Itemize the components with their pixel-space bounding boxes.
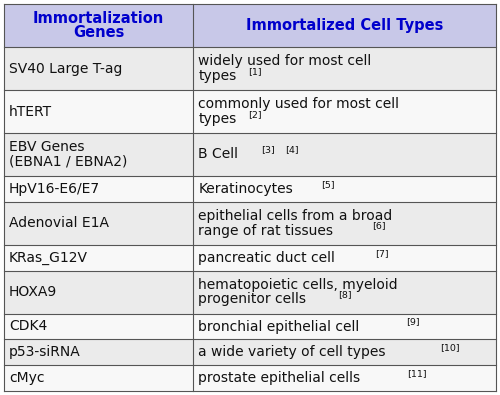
Bar bbox=[4, 365, 194, 391]
Text: widely used for most cell: widely used for most cell bbox=[198, 54, 372, 68]
Bar bbox=[194, 202, 496, 245]
Text: commonly used for most cell: commonly used for most cell bbox=[198, 97, 400, 111]
Text: CDK4: CDK4 bbox=[9, 320, 47, 333]
Text: [6]: [6] bbox=[372, 222, 386, 231]
Text: range of rat tissues: range of rat tissues bbox=[198, 224, 334, 238]
Text: EBV Genes: EBV Genes bbox=[9, 140, 85, 154]
Bar bbox=[194, 90, 496, 133]
Bar bbox=[194, 271, 496, 314]
Bar bbox=[194, 47, 496, 90]
Text: Genes: Genes bbox=[73, 25, 124, 40]
Text: Adenovial E1A: Adenovial E1A bbox=[9, 216, 109, 230]
Bar bbox=[4, 133, 194, 176]
Text: SV40 Large T-ag: SV40 Large T-ag bbox=[9, 62, 122, 75]
Text: cMyc: cMyc bbox=[9, 371, 44, 385]
Bar bbox=[194, 314, 496, 339]
Bar bbox=[4, 90, 194, 133]
Text: [2]: [2] bbox=[248, 110, 262, 119]
Text: [10]: [10] bbox=[440, 343, 460, 352]
Text: KRas_G12V: KRas_G12V bbox=[9, 251, 88, 265]
Text: types: types bbox=[198, 69, 236, 83]
Bar bbox=[4, 202, 194, 245]
Text: [5]: [5] bbox=[320, 180, 334, 189]
Text: [8]: [8] bbox=[338, 290, 351, 299]
Bar bbox=[194, 245, 496, 271]
Text: types: types bbox=[198, 112, 236, 126]
Text: HOXA9: HOXA9 bbox=[9, 285, 57, 299]
Bar bbox=[194, 176, 496, 202]
Bar bbox=[4, 47, 194, 90]
Text: (EBNA1 / EBNA2): (EBNA1 / EBNA2) bbox=[9, 155, 128, 169]
Text: [4]: [4] bbox=[285, 145, 298, 154]
Bar bbox=[194, 133, 496, 176]
Text: HpV16-E6/E7: HpV16-E6/E7 bbox=[9, 182, 100, 196]
Text: B Cell: B Cell bbox=[198, 147, 247, 162]
Bar bbox=[4, 314, 194, 339]
Bar bbox=[4, 176, 194, 202]
Text: p53-siRNA: p53-siRNA bbox=[9, 345, 81, 359]
Text: epithelial cells from a broad: epithelial cells from a broad bbox=[198, 209, 392, 223]
Bar bbox=[194, 4, 496, 47]
Text: [1]: [1] bbox=[248, 67, 262, 76]
Text: hTERT: hTERT bbox=[9, 105, 52, 118]
Bar bbox=[194, 365, 496, 391]
Text: Immortalized Cell Types: Immortalized Cell Types bbox=[246, 18, 444, 33]
Text: Keratinocytes: Keratinocytes bbox=[198, 182, 293, 196]
Bar bbox=[4, 4, 194, 47]
Text: progenitor cells: progenitor cells bbox=[198, 292, 306, 307]
Bar bbox=[4, 339, 194, 365]
Text: bronchial epithelial cell: bronchial epithelial cell bbox=[198, 320, 360, 333]
Text: [3]: [3] bbox=[262, 145, 275, 154]
Text: hematopoietic cells, myeloid: hematopoietic cells, myeloid bbox=[198, 278, 398, 292]
Text: [9]: [9] bbox=[406, 318, 420, 327]
Bar bbox=[4, 245, 194, 271]
Text: a wide variety of cell types: a wide variety of cell types bbox=[198, 345, 386, 359]
Text: pancreatic duct cell: pancreatic duct cell bbox=[198, 251, 336, 265]
Text: [7]: [7] bbox=[375, 249, 388, 258]
Bar bbox=[194, 339, 496, 365]
Bar bbox=[4, 271, 194, 314]
Text: Immortalization: Immortalization bbox=[33, 11, 164, 26]
Text: [11]: [11] bbox=[408, 369, 427, 378]
Text: prostate epithelial cells: prostate epithelial cells bbox=[198, 371, 360, 385]
